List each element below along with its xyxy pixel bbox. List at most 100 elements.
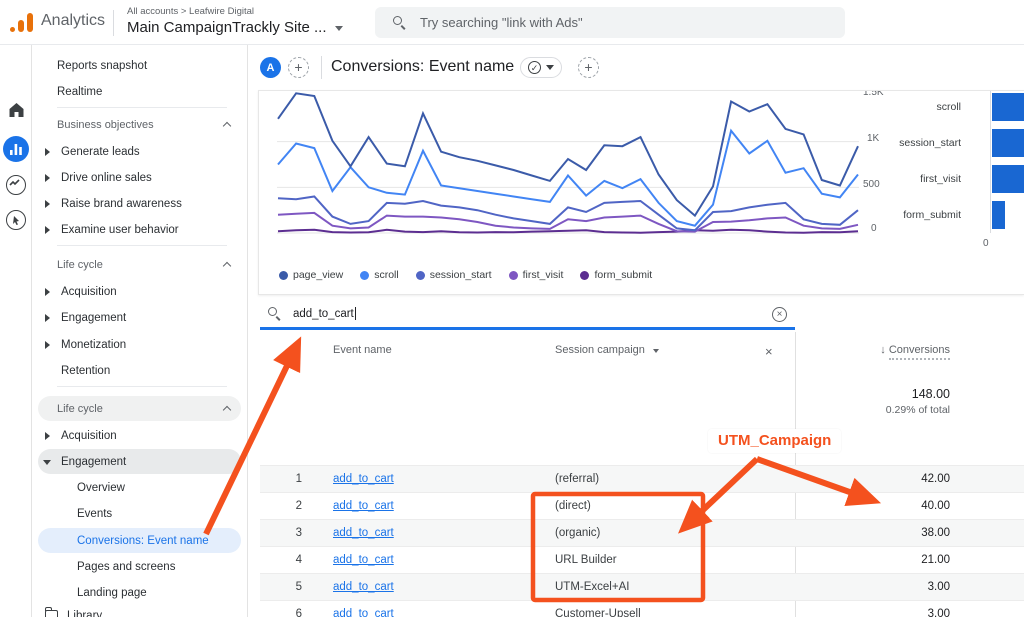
sidebar-item-pages-and-screens[interactable]: Pages and screens <box>33 556 248 578</box>
expand-arrow-icon[interactable] <box>45 174 50 182</box>
main-content: A + Conversions: Event name ✓ + 1.5K 1K … <box>248 45 1024 617</box>
table-search-query: add_to_cart <box>293 308 354 320</box>
table-row[interactable]: 3add_to_cart(organic)38.00 <box>260 519 1024 546</box>
divider <box>57 107 227 108</box>
bar-scroll[interactable] <box>992 93 1024 121</box>
page-title: Conversions: Event name <box>331 58 514 76</box>
report-filter-chip[interactable]: ✓ <box>520 57 562 78</box>
sidebar-item-overview[interactable]: Overview <box>33 477 248 499</box>
sidebar-item-realtime[interactable]: Realtime <box>33 81 248 103</box>
line-chart[interactable] <box>277 91 859 241</box>
sidebar-item-events[interactable]: Events <box>33 503 248 525</box>
sidebar-item-monetization[interactable]: Monetization <box>33 334 248 356</box>
expand-arrow-icon[interactable] <box>45 226 50 234</box>
nav-rail <box>0 45 32 617</box>
home-icon[interactable] <box>0 102 32 118</box>
column-header-conversions[interactable]: ↓ Conversions <box>880 344 950 356</box>
event-link[interactable]: add_to_cart <box>333 554 394 566</box>
total-share: 0.29% of total <box>886 404 950 416</box>
column-header-session-campaign[interactable]: Session campaign <box>555 344 659 356</box>
analytics-logo-icon[interactable] <box>10 13 34 33</box>
event-link[interactable]: add_to_cart <box>333 527 394 539</box>
event-link[interactable]: add_to_cart <box>333 473 394 485</box>
sidebar-item-examine-user-behavior[interactable]: Examine user behavior <box>33 219 248 241</box>
table-row[interactable]: 6add_to_cartCustomer-Upsell3.00 <box>260 600 1024 617</box>
clear-search-icon[interactable]: × <box>772 307 787 322</box>
bar-form-submit[interactable] <box>992 201 1005 229</box>
text-cursor <box>355 307 356 320</box>
add-comparison-button[interactable]: + <box>288 57 309 78</box>
chevron-up-icon <box>223 122 231 130</box>
expand-arrow-icon[interactable] <box>45 314 50 322</box>
table-rows: 1add_to_cart(referral)42.00 2add_to_cart… <box>260 465 1024 617</box>
legend-item: scroll <box>360 269 399 281</box>
search-icon <box>268 307 281 320</box>
check-circle-icon: ✓ <box>528 61 541 74</box>
sidebar-item-engagement-2[interactable]: Engagement <box>33 451 248 473</box>
legend-item: page_view <box>279 269 343 281</box>
sidebar-item-engagement-1[interactable]: Engagement <box>33 307 248 329</box>
bar-session-start[interactable] <box>992 129 1024 157</box>
explore-icon[interactable] <box>0 175 32 195</box>
expand-arrow-icon[interactable] <box>45 148 50 156</box>
bar-category-label: session_start <box>816 137 961 149</box>
table-row[interactable]: 5add_to_cartUTM-Excel+AI3.00 <box>260 573 1024 600</box>
sidebar-section-business-objectives[interactable]: Business objectives <box>33 114 248 136</box>
sidebar-item-library[interactable]: Library <box>33 605 248 617</box>
top-bar: Analytics All accounts > Leafwire Digita… <box>0 0 1024 45</box>
table-row[interactable]: 4add_to_cartURL Builder21.00 <box>260 546 1024 573</box>
app-name: Analytics <box>41 12 105 30</box>
global-search-input[interactable]: Try searching "link with Ads" <box>375 7 845 38</box>
table-row[interactable]: 1add_to_cart(referral)42.00 <box>260 465 1024 492</box>
chevron-down-icon <box>335 26 343 31</box>
bar-category-label: form_submit <box>816 209 961 221</box>
legend-dot-icon <box>580 271 589 280</box>
sidebar-item-drive-online-sales[interactable]: Drive online sales <box>33 167 248 189</box>
reports-icon[interactable] <box>0 136 32 162</box>
breadcrumb[interactable]: All accounts > Leafwire Digital <box>127 6 254 17</box>
sidebar-item-conversions-event-name[interactable]: Conversions: Event name <box>33 530 248 552</box>
search-placeholder: Try searching "link with Ads" <box>420 15 583 30</box>
legend-item: first_visit <box>509 269 564 281</box>
chevron-down-icon <box>653 349 659 353</box>
expand-arrow-icon[interactable] <box>45 432 50 440</box>
expand-arrow-icon[interactable] <box>45 341 50 349</box>
bar-category-label: scroll <box>816 101 961 113</box>
sidebar-item-generate-leads[interactable]: Generate leads <box>33 141 248 163</box>
property-selector[interactable]: Main CampaignTrackly Site ... <box>127 19 343 36</box>
sidebar-section-life-cycle-2[interactable]: Life cycle <box>33 398 248 420</box>
column-header-event-name[interactable]: Event name <box>333 344 392 356</box>
sidebar-item-raise-brand-awareness[interactable]: Raise brand awareness <box>33 193 248 215</box>
y-axis-tick: 0 <box>871 223 897 234</box>
legend-dot-icon <box>509 271 518 280</box>
event-link[interactable]: add_to_cart <box>333 608 394 617</box>
add-filter-button[interactable]: + <box>578 57 599 78</box>
legend-item: session_start <box>416 269 492 281</box>
comparison-avatar[interactable]: A <box>260 57 281 78</box>
ga4-app-window: Analytics All accounts > Leafwire Digita… <box>0 0 1024 617</box>
chart-legend: page_view scroll session_start first_vis… <box>279 269 652 281</box>
bar-axis-zero-label: 0 <box>983 238 989 249</box>
sidebar-item-landing-page[interactable]: Landing page <box>33 582 248 604</box>
sidebar-section-life-cycle-1[interactable]: Life cycle <box>33 254 248 276</box>
divider <box>321 56 322 79</box>
bar-first-visit[interactable] <box>992 165 1024 193</box>
chevron-up-icon <box>223 262 231 270</box>
table-row[interactable]: 2add_to_cart(direct)40.00 <box>260 492 1024 519</box>
expand-arrow-icon[interactable] <box>45 288 50 296</box>
legend-dot-icon <box>360 271 369 280</box>
event-link[interactable]: add_to_cart <box>333 581 394 593</box>
collapse-arrow-icon[interactable] <box>43 460 51 465</box>
bar-category-label: first_visit <box>816 173 961 185</box>
sidebar-item-retention[interactable]: Retention <box>33 360 248 382</box>
remove-dimension-icon[interactable]: × <box>765 344 773 359</box>
table-search-input[interactable]: add_to_cart × <box>260 300 795 330</box>
advertising-icon[interactable] <box>0 210 32 230</box>
sidebar-item-acquisition-2[interactable]: Acquisition <box>33 425 248 447</box>
sidebar-item-reports-snapshot[interactable]: Reports snapshot <box>33 55 248 77</box>
charts-card: 1.5K 1K 500 0 scroll session_start first… <box>258 90 1024 295</box>
legend-item: form_submit <box>580 269 652 281</box>
sidebar-item-acquisition-1[interactable]: Acquisition <box>33 281 248 303</box>
expand-arrow-icon[interactable] <box>45 200 50 208</box>
event-link[interactable]: add_to_cart <box>333 500 394 512</box>
